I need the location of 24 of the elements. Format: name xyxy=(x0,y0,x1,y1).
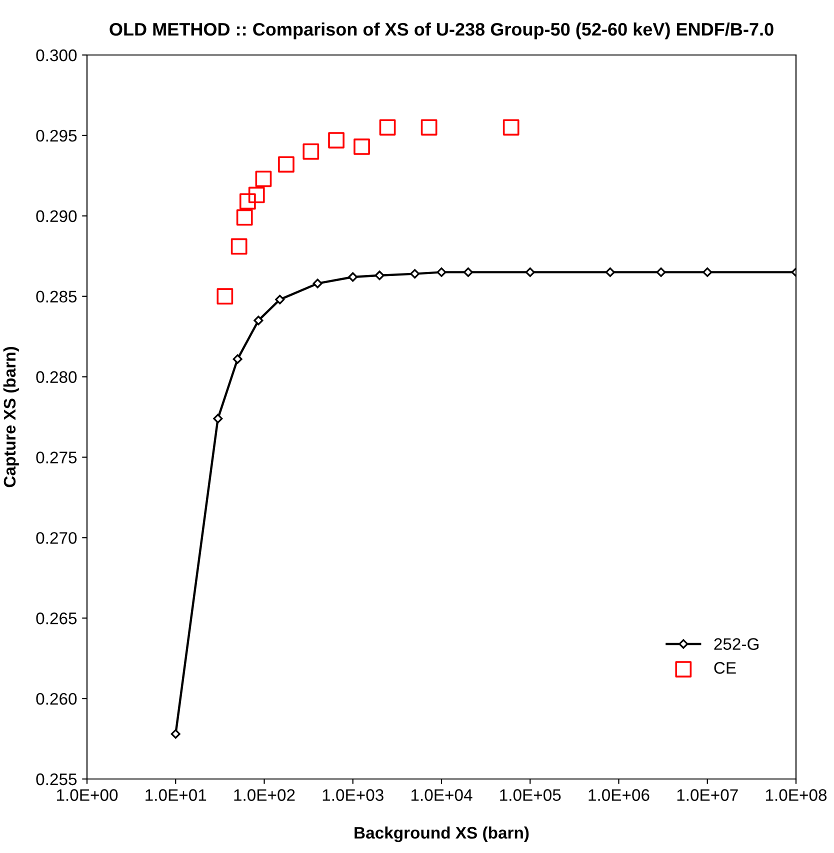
x-tick-label: 1.0E+07 xyxy=(677,789,738,801)
y-tick-label: 0.280 xyxy=(36,371,77,383)
x-tick-label: 1.0E+01 xyxy=(146,789,206,801)
y-tick-label: 0.295 xyxy=(36,130,77,142)
y-tick-label: 0.300 xyxy=(36,49,77,62)
x-tick-label: 1.0E+08 xyxy=(766,789,827,801)
y-tick-label: 0.255 xyxy=(36,773,77,786)
x-axis-title: Background XS (barn) xyxy=(354,826,529,842)
x-tick-label: 1.0E+00 xyxy=(56,789,118,801)
x-tick-label: 1.0E+04 xyxy=(411,789,472,801)
x-tick-label: 1.0E+02 xyxy=(234,789,295,801)
x-tick-label: 1.0E+05 xyxy=(500,789,561,801)
x-tick-label: 1.0E+06 xyxy=(588,789,650,801)
chart-title: OLD METHOD :: Comparison of XS of U-238 Group-50 (52-60 keV) ENDF/B-7.0 xyxy=(110,22,774,40)
legend-label: 252-G xyxy=(714,638,758,650)
x-tick-label: 1.0E+03 xyxy=(322,789,384,801)
y-tick-label: 0.260 xyxy=(36,692,77,705)
y-tick-label: 0.285 xyxy=(36,290,77,303)
y-tick-label: 0.275 xyxy=(36,452,77,464)
y-tick-label: 0.290 xyxy=(36,210,77,222)
y-axis-title: Capture XS (barn) xyxy=(3,346,19,488)
y-tick-label: 0.265 xyxy=(36,612,77,624)
y-tick-label: 0.270 xyxy=(36,532,77,544)
legend-label: CE xyxy=(714,662,736,674)
